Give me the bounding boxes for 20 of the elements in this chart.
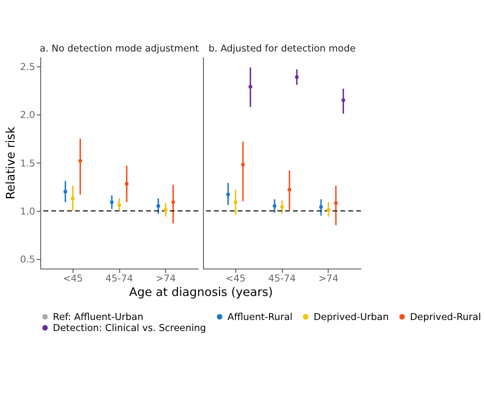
y-tick-label: 2.5 — [20, 62, 36, 74]
x-tick-label: >74 — [318, 274, 338, 285]
y-axis-title: Relative risk — [4, 126, 18, 200]
chart-title: b. Adjusted for detection mode — [208, 43, 356, 54]
legend-label: Ref: Affluent-Urban — [52, 312, 144, 323]
x-tick-label: >74 — [156, 274, 176, 285]
chart-title: a. No detection mode adjustment — [40, 43, 200, 54]
x-tick-label: 45-74 — [268, 274, 296, 285]
x-tick-label: 45-74 — [106, 274, 134, 285]
legend-label: Deprived-Urban — [314, 312, 389, 323]
x-tick-label: <45 — [62, 274, 83, 285]
y-tick-label: 0.5 — [20, 254, 36, 266]
x-axis-title: Age at diagnosis (years) — [129, 284, 273, 299]
y-tick-label: 2.0 — [20, 110, 36, 122]
x-tick-label: <45 — [226, 274, 246, 285]
legend-label: Detection: Clinical vs. Screening — [52, 322, 206, 334]
y-tick-label: 1.0 — [20, 206, 36, 218]
y-tick-label: 1.5 — [20, 158, 36, 170]
legend-label: Deprived-Rural — [410, 312, 481, 323]
legend-label: Affluent-Rural — [227, 312, 293, 323]
